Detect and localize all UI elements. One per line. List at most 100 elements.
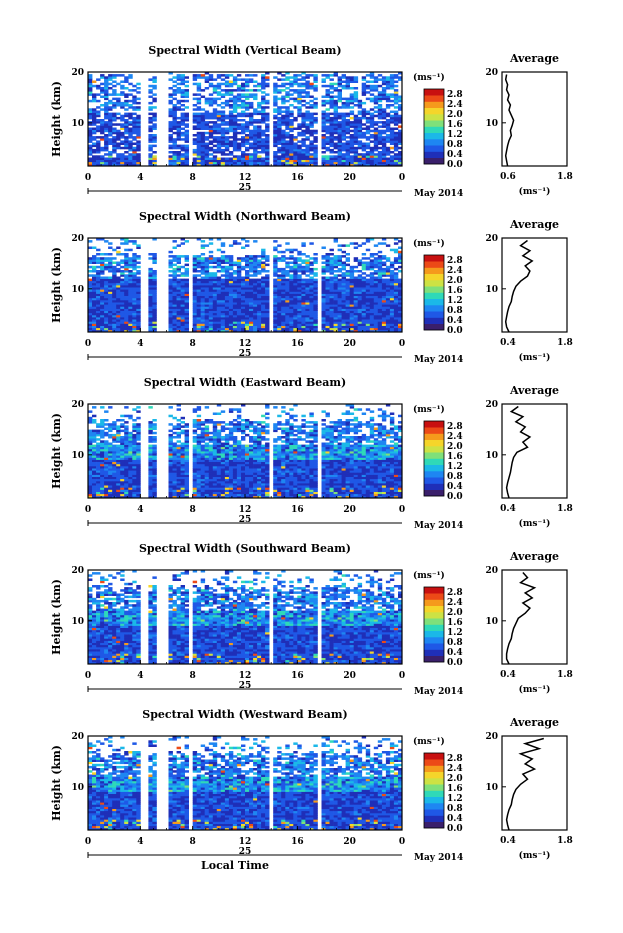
heatmap-cell (209, 259, 213, 262)
heatmap-cell (169, 93, 173, 96)
avg-x-tick-label: 0.6 (500, 172, 516, 182)
heatmap-cell (281, 130, 285, 133)
heatmap-cell (217, 306, 221, 309)
heatmap-cell (92, 472, 96, 475)
heatmap-cell (297, 78, 301, 81)
heatmap-cell (88, 93, 92, 96)
heatmap-cell (334, 111, 338, 114)
heatmap-cell (92, 128, 96, 131)
heatmap-cell (209, 289, 213, 292)
heatmap-cell (326, 155, 330, 158)
heatmap-cell (378, 259, 382, 262)
heatmap-cell (261, 106, 265, 109)
heatmap-cell (185, 158, 189, 161)
heatmap-cell (124, 253, 128, 256)
heatmap-cell (201, 289, 205, 292)
heatmap-cell (390, 104, 394, 107)
heatmap-cell (92, 255, 96, 258)
heatmap-cell (148, 313, 152, 316)
heatmap-cell (342, 266, 346, 269)
heatmap-cell (185, 134, 189, 137)
heatmap-cell (181, 319, 185, 322)
heatmap-cell (293, 296, 297, 299)
heatmap-cell (245, 283, 249, 286)
heatmap-cell (225, 324, 229, 327)
heatmap-cell (213, 140, 217, 143)
heatmap-cell (96, 462, 100, 465)
heatmap-cell (346, 283, 350, 286)
heatmap-cell (169, 251, 173, 254)
heatmap-cell (386, 279, 390, 282)
heatmap-cell (265, 106, 269, 109)
heatmap-cell (136, 140, 140, 143)
heatmap-cell (273, 108, 277, 111)
heatmap-cell (257, 147, 261, 150)
heatmap-cell (136, 306, 140, 309)
heatmap-cell (326, 108, 330, 111)
heatmap-cell (261, 74, 265, 77)
heatmap-cell (354, 242, 358, 245)
colorbar-swatch (424, 120, 444, 127)
heatmap-cell (225, 255, 229, 258)
heatmap-cell (229, 277, 233, 280)
heatmap-cell (257, 272, 261, 275)
heatmap-cell (152, 270, 156, 273)
heatmap-cell (293, 313, 297, 316)
heatmap-cell (261, 262, 265, 265)
heatmap-cell (289, 140, 293, 143)
heatmap-cell (253, 272, 257, 275)
heatmap-cell (273, 140, 277, 143)
heatmap-cell (225, 306, 229, 309)
heatmap-cell (293, 89, 297, 92)
heatmap-cell (132, 289, 136, 292)
heatmap-cell (120, 117, 124, 120)
heatmap-cell (96, 266, 100, 269)
heatmap-cell (124, 155, 128, 158)
heatmap-cell (253, 140, 257, 143)
heatmap-cell (92, 158, 96, 161)
heatmap-cell (217, 270, 221, 273)
heatmap-cell (301, 123, 305, 126)
heatmap-cell (334, 296, 338, 299)
heatmap-cell (169, 158, 173, 161)
heatmap-cell (205, 244, 209, 247)
heatmap-cell (201, 153, 205, 156)
heatmap-cell (281, 255, 285, 258)
heatmap-cell (112, 117, 116, 120)
heatmap-cell (281, 251, 285, 254)
heatmap-cell (378, 134, 382, 137)
colorbar-swatch (424, 158, 444, 165)
heatmap-cell (281, 277, 285, 280)
heatmap-cell (225, 289, 229, 292)
colorbar-swatch (424, 311, 444, 318)
heatmap-cell (209, 147, 213, 150)
heatmap-cell (225, 259, 229, 262)
heatmap-cell (229, 255, 233, 258)
colorbar-swatch (424, 286, 444, 293)
heatmap-cell (132, 259, 136, 262)
heatmap-cell (358, 158, 362, 161)
heatmap-cell (297, 251, 301, 254)
heatmap-cell (124, 87, 128, 90)
heatmap-cell (378, 283, 382, 286)
heatmap-cell (136, 255, 140, 258)
heatmap-cell (358, 283, 362, 286)
heatmap-cell (301, 138, 305, 141)
heatmap-cell (185, 259, 189, 262)
heatmap-cell (342, 251, 346, 254)
heatmap-cell (330, 249, 334, 252)
heatmap-cell (128, 140, 132, 143)
heatmap-cell (136, 87, 140, 90)
heatmap-cell (297, 132, 301, 135)
heatmap-cell (112, 89, 116, 92)
heatmap-cell (362, 93, 366, 96)
heatmap-cell (104, 83, 108, 86)
heatmap-cell (213, 100, 217, 103)
heatmap-cell (185, 279, 189, 282)
heatmap-cell (253, 259, 257, 262)
heatmap-cell (92, 108, 96, 111)
heatmap-cell (241, 324, 245, 327)
heatmap-cell (374, 134, 378, 137)
heatmap-cell (285, 158, 289, 161)
heatmap-cell (245, 300, 249, 303)
